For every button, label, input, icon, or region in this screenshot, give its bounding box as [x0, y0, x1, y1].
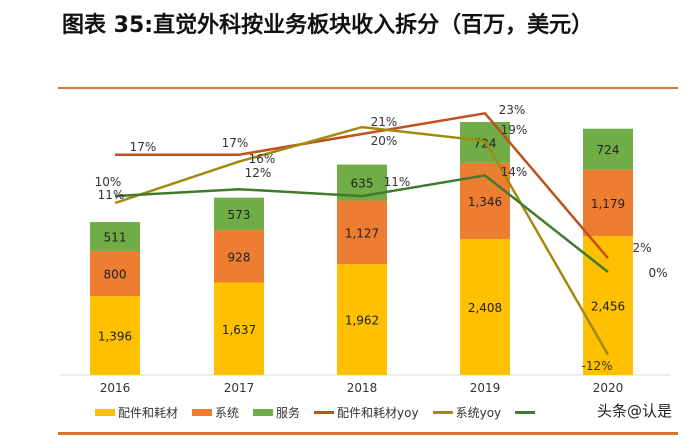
- bar-data-label: 928: [228, 250, 251, 264]
- divider-top: [58, 87, 678, 89]
- bar-data-label: 635: [351, 177, 374, 191]
- line-data-label: 14%: [501, 165, 528, 179]
- bar-data-label: 511: [104, 230, 127, 244]
- bar-data-label: 1,346: [468, 195, 502, 209]
- bar-data-label: 2,456: [591, 300, 625, 314]
- legend-label: 配件和耗材: [118, 406, 179, 420]
- bar-segment: [337, 264, 387, 375]
- x-tick-label: 2020: [593, 381, 624, 395]
- legend-swatch: [95, 409, 115, 416]
- legend-swatch: [192, 409, 213, 416]
- line-data-label: 11%: [384, 175, 411, 189]
- line-series: [114, 174, 609, 273]
- line-series: [115, 111, 609, 260]
- legend-label: 服务: [276, 406, 301, 420]
- bar-data-label: 1,962: [345, 314, 379, 328]
- legend-line: [432, 411, 453, 414]
- bar-data-label: 2,408: [468, 301, 502, 315]
- line-data-label: 16%: [249, 152, 276, 166]
- legend-item: 系统yoy: [432, 404, 502, 421]
- bar-segment: [337, 200, 387, 265]
- line-data-label: -12%: [581, 359, 612, 373]
- bar-data-label: 1,179: [591, 197, 625, 211]
- legend-line: [314, 411, 335, 414]
- bar-segment: [90, 250, 140, 297]
- legend-label: 系统: [215, 406, 240, 420]
- bar-segment: [214, 197, 264, 231]
- bar-segment: [90, 222, 140, 251]
- line-data-label: 0%: [648, 266, 667, 280]
- watermark: 头条@认是: [597, 402, 673, 420]
- bar-data-label: 1,127: [345, 226, 379, 240]
- legend-label: 配件和耗材yoy: [337, 406, 419, 420]
- legend-swatch: [253, 409, 274, 416]
- line-data-label: 19%: [501, 123, 528, 137]
- line-series: [114, 125, 610, 356]
- legend-item: [515, 411, 538, 414]
- line-data-label: 17%: [222, 136, 249, 150]
- legend-item: 系统: [192, 404, 239, 421]
- legend-label: 系统yoy: [455, 406, 502, 420]
- bar-segment: [90, 296, 140, 375]
- line-data-label: 17%: [130, 140, 157, 154]
- bar-segment: [460, 238, 510, 375]
- bar-segment: [214, 282, 264, 375]
- bar-data-label: 573: [228, 208, 251, 222]
- line-data-label: 2%: [632, 241, 651, 255]
- line-data-label: 11%: [98, 188, 125, 202]
- bar-data-label: 1,637: [222, 323, 256, 337]
- legend-item: 配件和耗材: [95, 404, 178, 421]
- line-data-label: 23%: [499, 103, 526, 117]
- legend: 配件和耗材 系统 服务 配件和耗材yoy 系统yoy: [95, 404, 538, 421]
- x-tick-label: 2016: [100, 381, 131, 395]
- x-tick-label: 2018: [347, 381, 378, 395]
- bar-segment: [214, 230, 264, 283]
- legend-item: 配件和耗材yoy: [314, 404, 419, 421]
- bar-segment: [583, 169, 633, 237]
- bar-data-label: 1,396: [98, 330, 132, 344]
- line-data-label: 12%: [245, 166, 272, 180]
- divider-bottom: [58, 432, 678, 435]
- bar-data-label: 724: [474, 136, 497, 150]
- line-data-label: 21%: [371, 115, 398, 129]
- bar-segment: [583, 128, 633, 170]
- legend-line: [515, 411, 536, 414]
- x-tick-label: 2019: [470, 381, 501, 395]
- bar-data-label: 800: [104, 268, 127, 282]
- line-data-label: 20%: [371, 134, 398, 148]
- chart-title: 图表 35:直觉外科按业务板块收入拆分（百万，美元）: [62, 13, 594, 38]
- x-tick-label: 2017: [224, 381, 255, 395]
- line-data-label: 10%: [95, 175, 122, 189]
- bar-data-label: 724: [597, 143, 620, 157]
- legend-item: 服务: [253, 404, 300, 421]
